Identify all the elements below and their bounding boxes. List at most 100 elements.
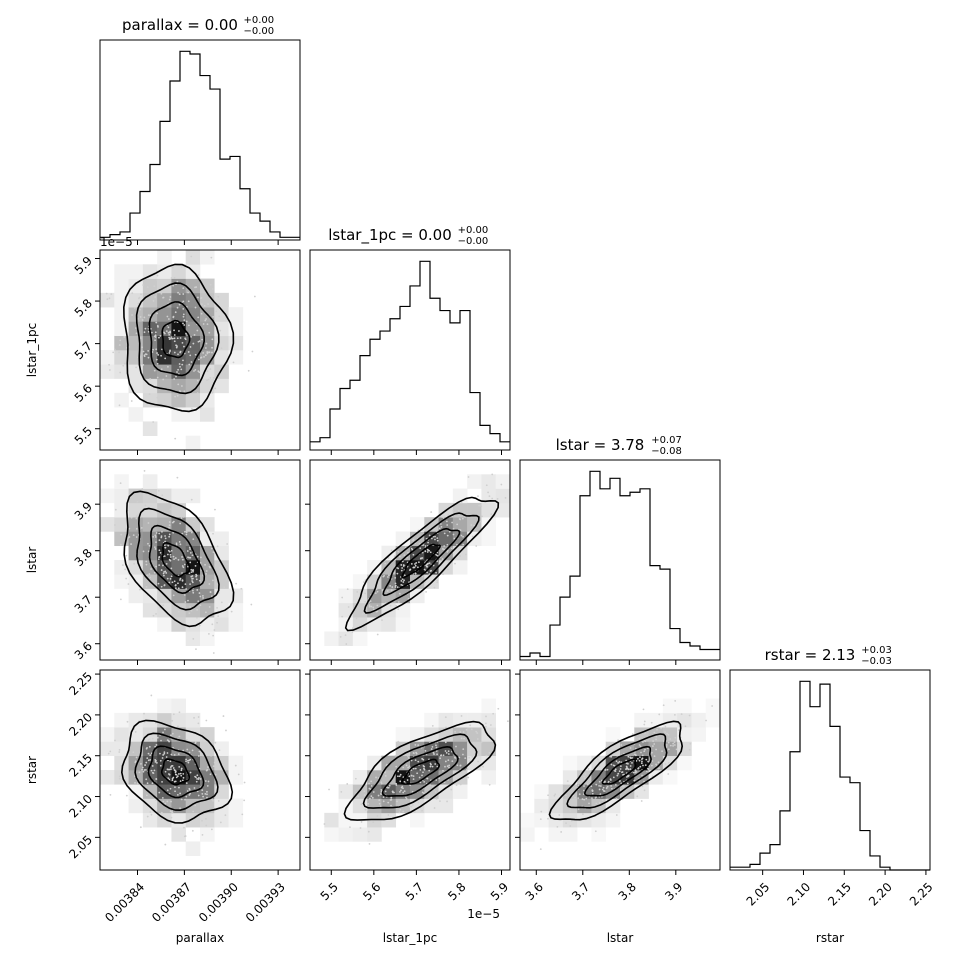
- sample-point: [206, 790, 208, 793]
- sample-point: [455, 745, 457, 748]
- sample-point: [444, 716, 447, 719]
- density-cell: [352, 631, 368, 647]
- sample-point: [402, 565, 405, 567]
- sample-point: [341, 596, 344, 599]
- sample-point: [640, 758, 643, 761]
- sample-point: [459, 783, 462, 786]
- sample-point: [198, 624, 201, 627]
- sample-point: [435, 798, 438, 800]
- density-cell: [185, 588, 201, 604]
- sample-point: [375, 776, 377, 779]
- sample-point: [159, 764, 162, 767]
- sample-point: [399, 780, 402, 783]
- sample-point: [629, 747, 632, 749]
- sample-point: [368, 605, 371, 608]
- sample-point: [645, 758, 648, 761]
- sample-point: [143, 712, 145, 715]
- sample-point: [612, 764, 615, 767]
- sample-point: [432, 751, 435, 754]
- sample-point: [481, 515, 483, 518]
- sample-point: [150, 813, 153, 816]
- contour-level-2: [381, 745, 459, 797]
- sample-point: [475, 730, 478, 733]
- sample-point: [149, 576, 151, 579]
- sample-point: [430, 748, 433, 750]
- sample-point: [196, 589, 199, 591]
- sample-point: [428, 562, 431, 565]
- sample-point: [428, 573, 431, 576]
- sample-point: [172, 284, 175, 287]
- density-cell: [495, 488, 511, 504]
- sample-point: [198, 579, 201, 582]
- sample-point: [210, 256, 213, 259]
- density-cell: [338, 812, 354, 828]
- sample-point: [201, 833, 204, 836]
- contour-level-3: [135, 282, 220, 395]
- sample-point: [354, 777, 357, 780]
- sample-point: [174, 770, 177, 773]
- sample-point: [144, 786, 147, 789]
- sample-point: [598, 801, 601, 804]
- sample-point: [174, 395, 177, 398]
- sample-point: [478, 504, 480, 507]
- density-cell: [562, 755, 578, 771]
- sample-point: [594, 830, 597, 833]
- density-cell: [677, 755, 692, 771]
- density-cell: [467, 727, 482, 742]
- sample-point: [614, 768, 617, 771]
- sample-point: [638, 744, 641, 746]
- sample-point: [646, 747, 649, 750]
- density-cell: [214, 307, 229, 322]
- sample-point: [178, 541, 181, 543]
- sample-point: [430, 569, 433, 572]
- sample-point: [213, 629, 216, 631]
- hist-frame: [519, 459, 721, 661]
- sample-point: [163, 584, 166, 587]
- sample-point: [467, 776, 470, 779]
- density-cell: [577, 770, 592, 785]
- sample-point: [397, 601, 400, 603]
- density-cell: [214, 350, 229, 365]
- density-cell: [114, 517, 129, 532]
- sample-point: [197, 755, 200, 757]
- sample-point: [224, 814, 227, 817]
- density-cell: [157, 531, 172, 547]
- density-cell: [620, 784, 635, 799]
- sample-point: [638, 737, 641, 740]
- sample-point: [642, 708, 645, 711]
- scatter-panel-parallax-vs-lstar: [99, 459, 301, 661]
- y-axis-label-lstar: lstar: [25, 547, 39, 574]
- density-cell: [381, 798, 397, 814]
- sample-point: [184, 798, 186, 801]
- density-cell: [128, 560, 144, 575]
- sample-point: [144, 768, 147, 771]
- sample-point: [647, 760, 649, 763]
- sample-point: [477, 760, 479, 763]
- sample-point: [173, 780, 176, 783]
- sample-point: [135, 536, 138, 538]
- sample-point: [173, 276, 176, 279]
- sample-point: [113, 348, 116, 351]
- sample-point: [161, 530, 163, 533]
- sample-point: [160, 535, 163, 538]
- density-cell: [438, 712, 454, 728]
- sample-point: [161, 494, 164, 497]
- density-cell: [114, 574, 129, 589]
- density-cell: [200, 278, 215, 294]
- sample-point: [182, 776, 185, 779]
- sample-point: [160, 739, 162, 742]
- sample-point: [387, 556, 390, 559]
- density-cell: [214, 741, 229, 757]
- x-tick-label: 3.7: [569, 880, 592, 903]
- sample-point: [170, 753, 173, 756]
- sample-point: [200, 312, 203, 315]
- sample-point: [189, 346, 192, 348]
- sample-point: [171, 337, 174, 340]
- sample-point: [197, 370, 200, 373]
- sample-point: [169, 577, 172, 580]
- sample-point: [206, 351, 209, 353]
- sample-point: [186, 759, 189, 762]
- sample-point: [205, 570, 208, 572]
- sample-point: [175, 617, 178, 619]
- sample-point: [174, 790, 176, 793]
